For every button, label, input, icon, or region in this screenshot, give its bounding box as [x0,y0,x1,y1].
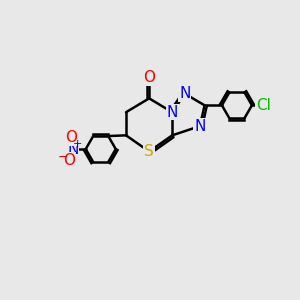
Text: S: S [144,144,154,159]
Text: N: N [179,86,190,101]
Text: −: − [57,151,68,164]
Text: Cl: Cl [256,98,271,113]
Text: O: O [64,153,76,168]
Text: O: O [65,130,77,145]
Text: O: O [143,70,155,85]
Text: N: N [67,142,79,157]
Text: +: + [73,139,82,149]
Text: N: N [194,118,206,134]
Text: N: N [167,105,178,120]
